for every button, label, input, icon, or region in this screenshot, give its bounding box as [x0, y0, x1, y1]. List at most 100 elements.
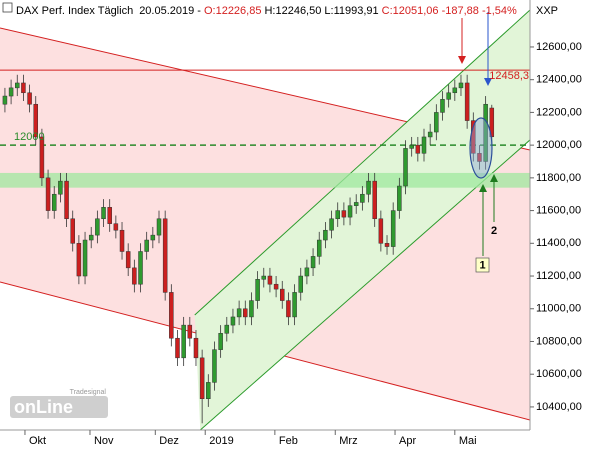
candle-body — [212, 349, 217, 383]
candle-body — [421, 136, 427, 154]
candle-body — [335, 210, 340, 220]
logo-small: Tradesignal — [70, 389, 107, 396]
header-instrument: DAX Perf. Index Täglich — [16, 5, 133, 17]
x-tick-label: 2019 — [209, 435, 233, 447]
candle-body — [446, 92, 451, 100]
candle-body — [292, 292, 297, 318]
candle-body — [169, 292, 174, 339]
candle-body — [304, 267, 310, 277]
header: DAX Perf. Index Täglich 20.05.2019 - O:122… — [16, 5, 517, 17]
candle-body — [243, 308, 248, 318]
candle-body — [125, 251, 131, 269]
candle-body — [64, 180, 69, 220]
x-tick-label: Nov — [94, 435, 114, 447]
candle-body — [51, 193, 57, 211]
header-icon — [2, 2, 13, 13]
candle-body — [206, 382, 211, 399]
candle-body — [372, 180, 377, 220]
candle-body — [323, 229, 328, 241]
candle-body — [27, 92, 32, 105]
candle-body — [286, 300, 291, 318]
currency: XXP — [536, 5, 558, 17]
y-tick-label: 12600,00 — [536, 41, 582, 53]
candle-body — [2, 95, 8, 105]
candle-body — [156, 218, 162, 236]
candle-body — [483, 103, 488, 162]
annotation-layer: 1 2 DAX Perf. Index Täglich 20.05.2019 -O… — [0, 0, 582, 447]
candle-body — [255, 279, 260, 301]
header-date: 20.05.2019 - — [139, 5, 201, 17]
marks-layer — [2, 74, 495, 424]
x-tick-label: Mrz — [339, 435, 357, 447]
highlight-ellipse — [469, 117, 493, 179]
candle-body — [347, 205, 353, 218]
marker-label: 1 — [479, 259, 485, 271]
candle-body — [39, 136, 45, 179]
candle-body — [236, 308, 242, 318]
candle-body — [138, 251, 143, 285]
candle-body — [316, 239, 322, 257]
marker-box — [475, 257, 490, 273]
candle-body — [434, 112, 439, 133]
candle-body — [33, 103, 38, 138]
level-label: 12000 — [14, 131, 45, 143]
logo-big: onLine — [14, 397, 73, 417]
channel-fill — [0, 27, 530, 421]
y-tick-label: 10400,00 — [536, 401, 582, 413]
candle-body — [95, 218, 100, 236]
candle-body — [353, 202, 359, 206]
candle-body — [101, 207, 106, 220]
candle-body — [273, 283, 279, 290]
channel-line — [199, 139, 530, 430]
y-tick-label: 11200,00 — [536, 270, 581, 282]
y-tick-label: 11800,00 — [536, 172, 581, 184]
candle-body — [230, 316, 236, 326]
y-tick-label: 12400,00 — [536, 74, 582, 86]
candle-body — [175, 337, 180, 359]
header-high-low: H:12246,50 L:11993,91 — [264, 5, 378, 17]
candle-body — [45, 177, 51, 211]
logo: Tradesignal onLine — [10, 389, 108, 418]
y-tick-label: 12000,00 — [536, 139, 582, 151]
candle-body — [464, 82, 470, 121]
y-tick-label: 11000,00 — [536, 303, 581, 315]
zone — [0, 172, 530, 188]
candle-body — [162, 218, 168, 293]
x-tick-label: Dez — [159, 435, 179, 447]
candle-body — [21, 82, 26, 94]
channel-line — [194, 9, 530, 316]
candle-body — [267, 275, 273, 285]
candle-body — [107, 207, 112, 224]
candle-body — [224, 324, 230, 334]
y-tick-label: 10600,00 — [536, 368, 582, 380]
header-open: O:12226,85 — [204, 5, 262, 17]
candle-body — [132, 267, 137, 285]
candle-body — [298, 275, 303, 293]
y-tick-label: 11400,00 — [536, 237, 581, 249]
channel-fill — [194, 9, 530, 430]
arrow-head — [458, 56, 466, 64]
candle-body — [249, 300, 254, 318]
candle-body — [403, 148, 408, 187]
arrow-head — [479, 184, 487, 192]
arrow-head — [484, 78, 492, 86]
candle-body — [440, 99, 445, 113]
header-close: C:12051,06 -187,88 -1,54% — [382, 5, 517, 17]
candle-body — [310, 256, 316, 269]
candle-body — [15, 82, 20, 89]
x-tick-label: Apr — [399, 435, 416, 447]
y-tick-label: 10800,00 — [536, 335, 582, 347]
candle-body — [113, 223, 119, 231]
candle-body — [452, 87, 458, 94]
candle-body — [366, 180, 371, 195]
background-layer — [0, 9, 530, 430]
candle-body — [199, 357, 205, 399]
candle-body — [193, 337, 199, 359]
candle-body — [119, 229, 125, 252]
x-tick-label: Mai — [459, 435, 477, 447]
marker-label: 2 — [491, 225, 497, 237]
candle-body — [409, 144, 414, 149]
candle-body — [477, 153, 482, 162]
candle-body — [427, 131, 433, 138]
